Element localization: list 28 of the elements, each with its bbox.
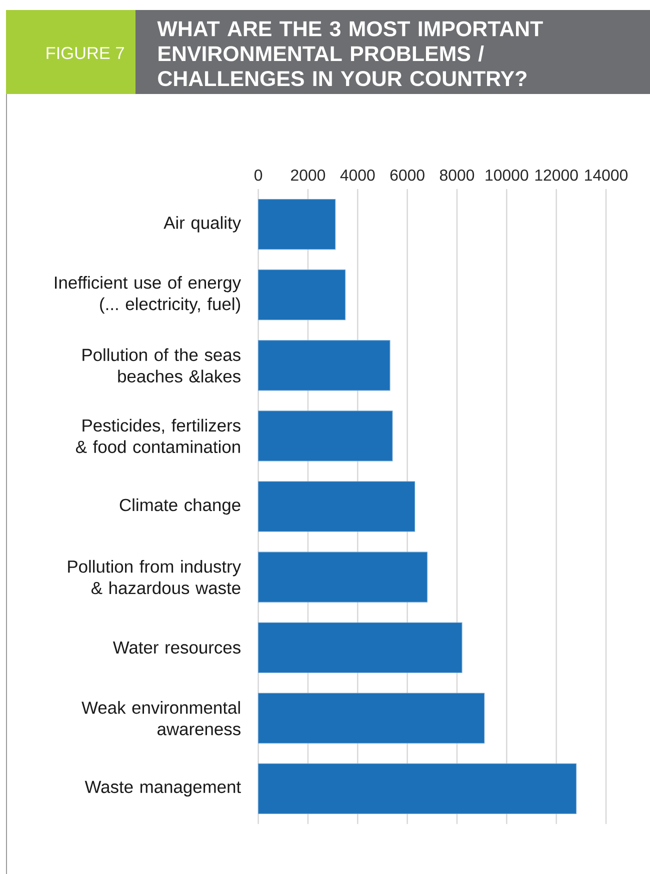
x-tick-label: 10000 — [486, 170, 528, 181]
x-tick-label: 8000 — [440, 170, 474, 181]
y-tick-label: Pesticides, fertilizers & food contamination — [76, 418, 240, 454]
bar — [258, 552, 428, 602]
y-tick-label: Weak environmental awareness — [82, 701, 240, 736]
x-tick-label: 6000 — [390, 170, 424, 181]
x-tick-label: 14000 — [585, 170, 628, 181]
y-tick-label: Waste management — [84, 780, 241, 797]
x-tick-label: 0 — [254, 170, 262, 181]
bar — [258, 198, 336, 250]
y-tick-label: Inefficient use of energy (... electricity, fuel) — [55, 276, 242, 314]
bar — [258, 763, 576, 814]
y-tick-label: Pollution of the seas beaches &lakes — [82, 348, 240, 383]
y-tick-label: Air quality — [164, 216, 242, 232]
bar — [258, 270, 346, 320]
y-tick-label: Water resources — [112, 642, 240, 654]
chart-title: WHAT ARE THE 3 MOST IMPORTANT ENVIRONMENTAL PROBLEMS / CHALLENGES IN YOUR COUNTRY? — [157, 21, 543, 86]
bar — [258, 340, 390, 391]
x-tick-label: 4000 — [340, 170, 375, 181]
caption: FIGURE 7 — [46, 46, 124, 60]
x-tick-label: 12000 — [535, 170, 578, 181]
x-tick-label: 2000 — [291, 170, 326, 181]
bar — [258, 622, 462, 673]
y-tick-label: Pollution from industry & hazardous waste — [68, 560, 242, 594]
bar — [258, 481, 416, 532]
bar — [258, 692, 485, 744]
bar — [258, 410, 393, 462]
y-tick-label: Climate change — [120, 498, 240, 515]
